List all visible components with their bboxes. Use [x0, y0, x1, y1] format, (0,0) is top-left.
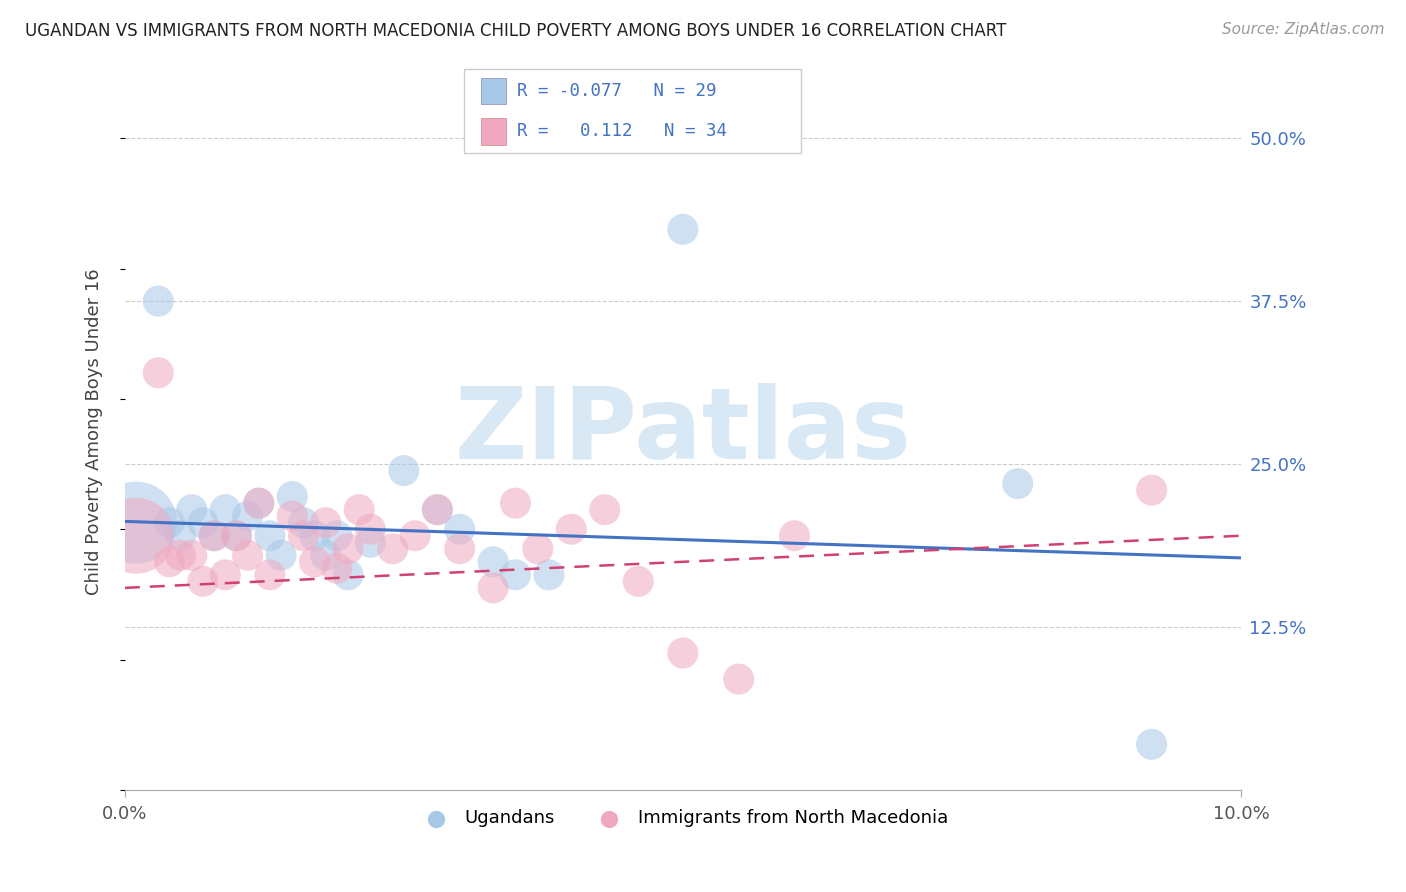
- Point: [225, 529, 247, 543]
- Point: [482, 555, 505, 569]
- Point: [347, 502, 370, 516]
- Point: [337, 567, 360, 582]
- Point: [326, 561, 349, 575]
- Point: [449, 541, 471, 556]
- Point: [727, 672, 749, 686]
- Y-axis label: Child Poverty Among Boys Under 16: Child Poverty Among Boys Under 16: [86, 268, 103, 595]
- Text: ZIPatlas: ZIPatlas: [454, 383, 911, 480]
- Point: [148, 366, 170, 380]
- Point: [505, 567, 527, 582]
- Point: [426, 502, 449, 516]
- Point: [359, 535, 381, 549]
- Point: [292, 529, 315, 543]
- Point: [180, 549, 202, 563]
- Point: [1007, 476, 1029, 491]
- Point: [326, 529, 349, 543]
- Point: [191, 574, 214, 589]
- Point: [281, 509, 304, 524]
- Point: [505, 496, 527, 510]
- Point: [191, 516, 214, 530]
- Legend: Ugandans, Immigrants from North Macedonia: Ugandans, Immigrants from North Macedoni…: [411, 802, 956, 835]
- Text: R = -0.077   N = 29: R = -0.077 N = 29: [517, 82, 717, 100]
- Point: [315, 549, 337, 563]
- Point: [482, 581, 505, 595]
- Point: [1140, 737, 1163, 751]
- Point: [214, 502, 236, 516]
- Point: [404, 529, 426, 543]
- Point: [259, 529, 281, 543]
- Point: [1140, 483, 1163, 497]
- Point: [672, 646, 695, 660]
- Point: [214, 567, 236, 582]
- Point: [247, 496, 270, 510]
- Point: [236, 549, 259, 563]
- Point: [426, 502, 449, 516]
- Point: [202, 529, 225, 543]
- Point: [148, 294, 170, 309]
- Point: [259, 567, 281, 582]
- Point: [381, 541, 404, 556]
- Point: [526, 541, 548, 556]
- Point: [560, 522, 582, 536]
- Point: [236, 509, 259, 524]
- Point: [225, 529, 247, 543]
- Point: [392, 464, 415, 478]
- Point: [593, 502, 616, 516]
- Point: [537, 567, 560, 582]
- Text: Source: ZipAtlas.com: Source: ZipAtlas.com: [1222, 22, 1385, 37]
- Point: [125, 516, 148, 530]
- Point: [627, 574, 650, 589]
- Point: [202, 529, 225, 543]
- Point: [304, 555, 326, 569]
- Point: [449, 522, 471, 536]
- Point: [270, 549, 292, 563]
- Point: [169, 549, 191, 563]
- Point: [247, 496, 270, 510]
- Point: [315, 516, 337, 530]
- Point: [783, 529, 806, 543]
- Point: [180, 502, 202, 516]
- Text: UGANDAN VS IMMIGRANTS FROM NORTH MACEDONIA CHILD POVERTY AMONG BOYS UNDER 16 COR: UGANDAN VS IMMIGRANTS FROM NORTH MACEDON…: [25, 22, 1007, 40]
- Text: R =   0.112   N = 34: R = 0.112 N = 34: [517, 122, 727, 140]
- Point: [292, 516, 315, 530]
- Point: [159, 516, 181, 530]
- Point: [672, 222, 695, 236]
- Point: [125, 529, 148, 543]
- Point: [169, 529, 191, 543]
- Point: [159, 555, 181, 569]
- Point: [304, 529, 326, 543]
- Point: [359, 522, 381, 536]
- Point: [337, 541, 360, 556]
- Point: [281, 490, 304, 504]
